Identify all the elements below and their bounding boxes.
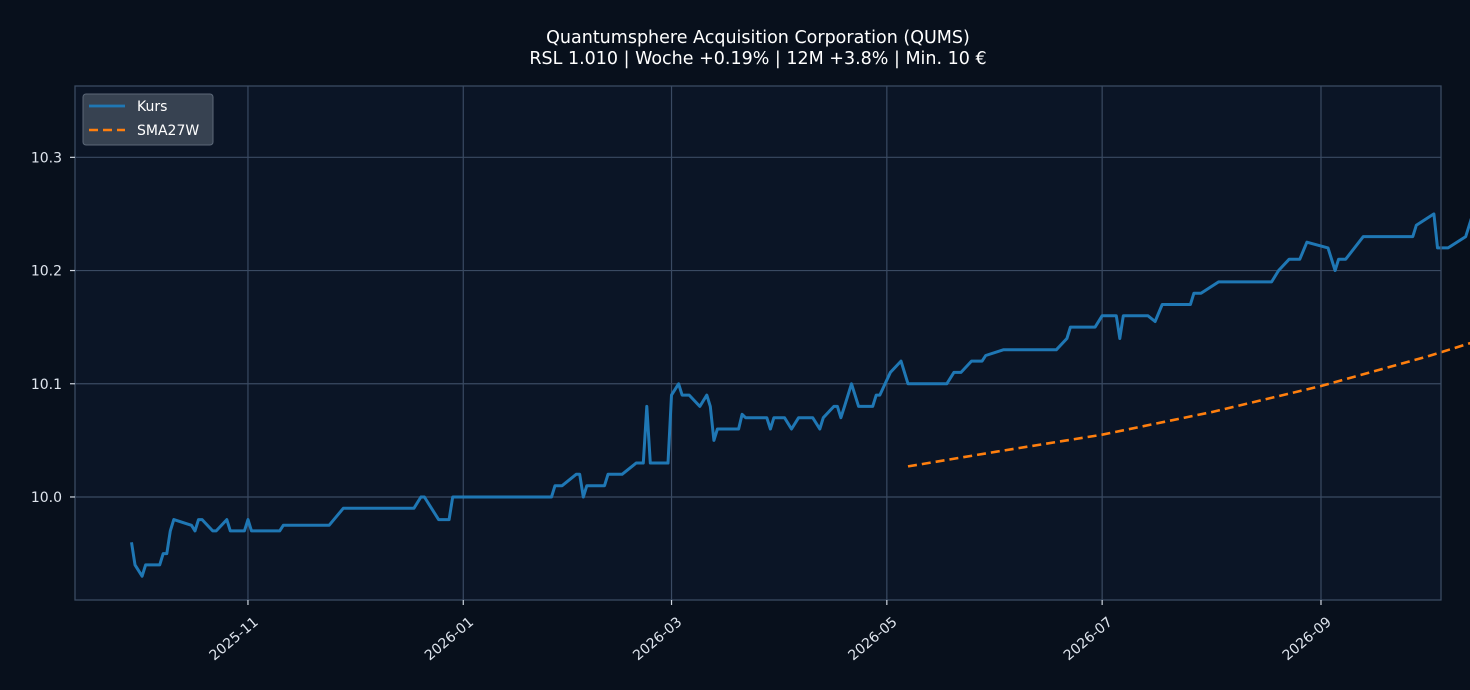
x-tick-label: 2026-05	[845, 614, 900, 664]
y-axis: 10.0 10.1 10.2 10.3	[31, 150, 75, 506]
y-tick-label: 10.2	[31, 264, 62, 280]
chart-title: Quantumsphere Acquisition Corporation (Q…	[546, 28, 970, 48]
series-layer	[130, 212, 1470, 578]
legend-label-kurs: Kurs	[137, 99, 167, 115]
series-line-sma27w	[907, 341, 1470, 468]
x-tick-label: 2026-03	[630, 614, 685, 664]
y-tick-label: 10.3	[31, 150, 62, 166]
y-tick-label: 10.1	[31, 377, 62, 393]
legend-label-sma27w: SMA27W	[137, 123, 199, 139]
x-axis: 2025-11 2026-01 2026-03 2026-05 2026-07 2026-…	[207, 600, 1335, 664]
grid	[75, 86, 1441, 600]
plot-frame	[74, 85, 1442, 601]
x-tick-label: 2025-11	[207, 614, 262, 664]
y-tick-label: 10.0	[31, 490, 62, 506]
x-tick-label: 2026-01	[422, 614, 477, 664]
x-tick-label: 2026-09	[1280, 614, 1335, 664]
legend: Kurs SMA27W	[82, 93, 214, 146]
chart-subtitle: RSL 1.010 | Woche +0.19% | 12M +3.8% | M…	[529, 49, 986, 69]
plot-area	[75, 86, 1441, 600]
series-line-kurs	[130, 212, 1470, 578]
x-tick-label: 2026-07	[1061, 614, 1116, 664]
